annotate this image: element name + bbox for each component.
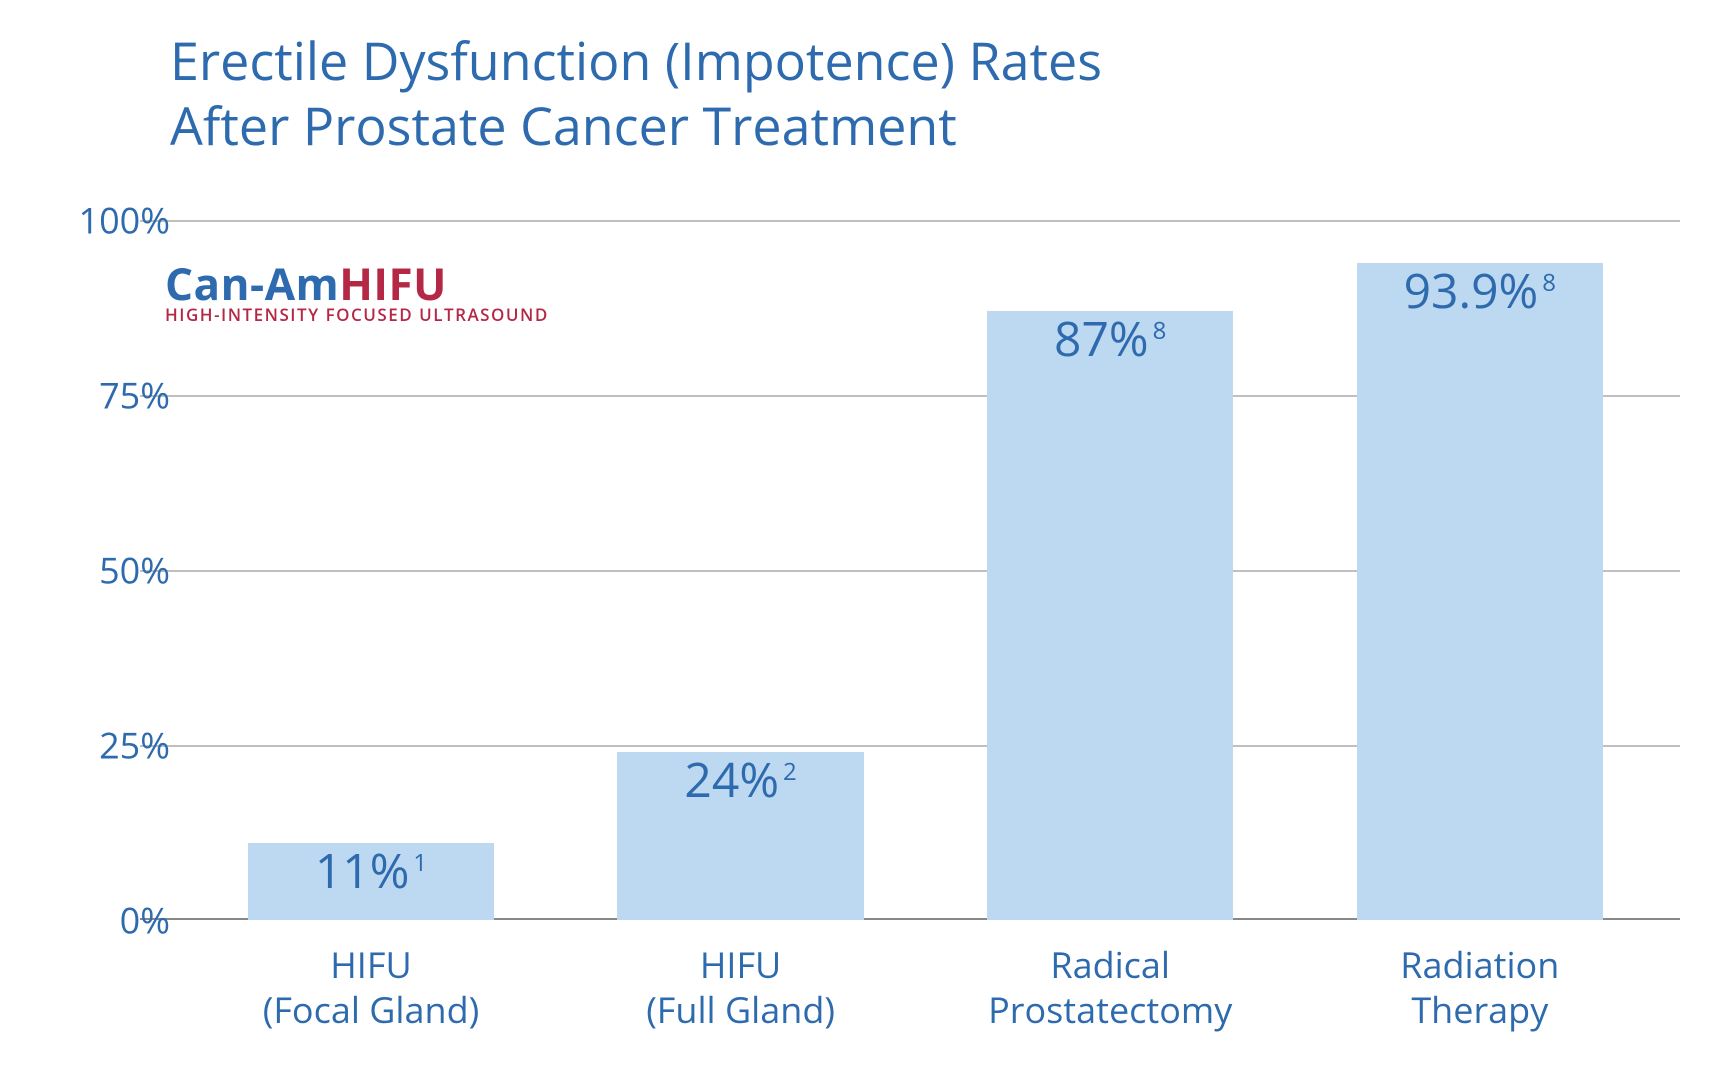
y-axis-tick-label: 50% (50, 546, 170, 595)
bar (987, 311, 1233, 920)
x-axis-category-label: Radiation Therapy (1295, 942, 1665, 1032)
bar-value-label: 24%2 (571, 747, 910, 812)
bar (1357, 263, 1603, 920)
y-axis-tick-label: 25% (50, 721, 170, 770)
x-axis-category-label: Radical Prostatectomy (925, 942, 1295, 1032)
y-axis-tick-label: 100% (50, 196, 170, 245)
chart-container: Erectile Dysfunction (Impotence) Rates A… (0, 0, 1725, 1080)
gridline (140, 220, 1680, 222)
y-axis-tick-label: 75% (50, 371, 170, 420)
chart-title: Erectile Dysfunction (Impotence) Rates A… (170, 28, 1102, 158)
bar-value-label: 87%8 (941, 306, 1280, 371)
bar-value-label: 93.9%8 (1310, 258, 1649, 323)
x-axis-category-label: HIFU (Full Gland) (556, 942, 926, 1032)
bar-value-label: 11%1 (202, 838, 541, 903)
y-axis-tick-label: 0% (50, 896, 170, 945)
x-axis-category-label: HIFU (Focal Gland) (186, 942, 556, 1032)
plot-area: 11%1HIFU (Focal Gland)24%2HIFU (Full Gla… (140, 220, 1680, 920)
